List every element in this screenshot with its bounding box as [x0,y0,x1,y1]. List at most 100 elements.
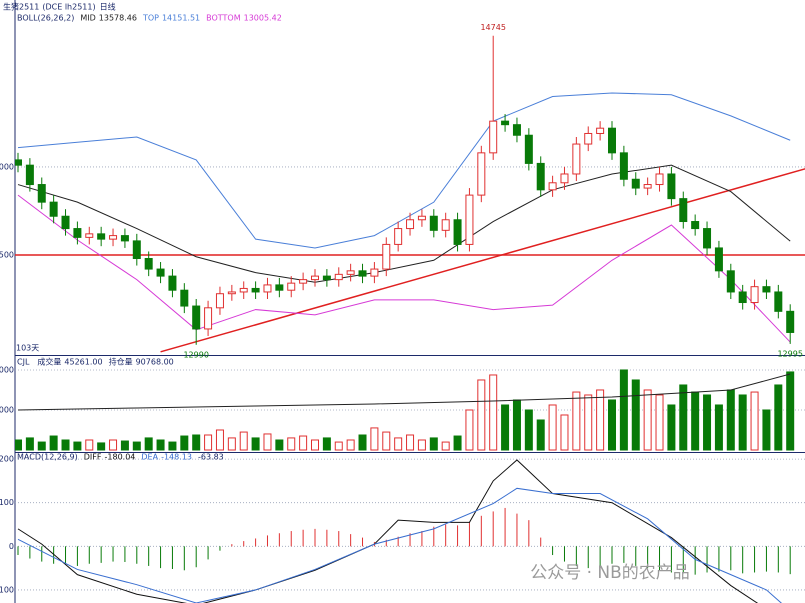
price-annotation: 12990 [183,350,208,359]
volume-bar [358,434,367,451]
candle-body [97,233,106,240]
volume-bar [667,404,676,451]
open-interest-line [17,373,791,411]
legend-text: 90768.00 [136,358,174,367]
candle-body [441,219,450,231]
price-panel [15,35,805,353]
candle-body [120,235,129,242]
legend-text: DEA [141,453,158,462]
candle-body [227,291,236,295]
volume-bar [738,394,747,451]
candle-body [204,307,213,330]
candle-body [714,247,723,272]
volume-bar [192,434,201,451]
candle-body [679,198,688,223]
volume-bar [441,441,450,451]
candle-body [774,291,783,312]
volume-bar [215,429,224,451]
volume-bar [97,442,106,451]
price-annotation: 14745 [480,23,505,32]
y-tick-label: -100 [0,585,14,594]
legend-text: -63.83 [198,453,224,462]
candle-body [311,275,319,281]
candle-body [738,291,747,304]
volume-bar [631,379,640,451]
legend-text: 13005.42 [244,14,282,23]
candle-body [726,270,735,293]
y-tick-label: 13500 [0,250,14,259]
volume-bar [168,441,177,451]
candle-body [584,132,593,145]
candle-body [109,235,118,240]
candle-body [643,184,652,189]
volume-bar [465,409,474,451]
y-tick-label: 0 [9,542,14,551]
macd-panel [15,458,805,603]
volume-bar [406,434,415,451]
candle-body [536,162,545,191]
candle-body [346,270,355,275]
candle-body [429,215,438,231]
volume-bar [536,419,545,451]
volume-bar [346,439,355,451]
boll-line [17,194,791,343]
candle-body [382,243,391,270]
legend-text: TOP [142,14,159,23]
candle-body [560,173,569,184]
candle-body [334,273,343,281]
macd-line [17,487,783,603]
legend-text: BOLL(26,26,2) [17,14,74,23]
volume-bar [311,439,319,451]
legend-text: 13578.46 [99,14,137,23]
candle-body [572,143,581,175]
volume-bar [774,384,783,451]
candle-body [703,228,712,249]
y-tick-label: 40000 [0,406,14,415]
candle-body [608,127,616,154]
candle-body [786,310,795,333]
candle-body [180,289,189,307]
volume-bar [263,433,272,451]
candle-body [406,219,415,230]
volume-bar [132,441,141,451]
volume-bar [299,435,308,451]
volume-bar [548,404,557,451]
legend-text: DIFF [84,453,102,462]
volume-bar [524,409,533,451]
volume-bar [726,389,735,451]
volume-bar [334,441,343,451]
volume-bar [560,414,569,451]
candle-body [453,219,462,245]
candle-body [144,258,153,270]
volume-bar [584,394,593,451]
volume-bar [453,435,462,451]
y-tick-label: 100 [0,498,14,507]
volume-bar [643,389,652,451]
volume-bar [679,384,688,451]
volume-bar [15,439,22,451]
candle-body [465,194,474,245]
volume-bar [37,441,46,451]
volume-bar [180,435,189,451]
candle-body [192,305,201,330]
legend-text: 生猪2511 [3,2,39,12]
volume-bar [227,437,236,451]
volume-bar [394,437,403,451]
candle-body [596,127,605,134]
volume-bar [144,437,153,451]
volume-bar [619,369,628,451]
volume-bar [120,440,129,451]
boll-line [17,164,791,283]
volume-bar [85,439,94,451]
candle-body [548,182,557,191]
volume-bar [501,404,510,451]
volume-bar [429,437,438,451]
candle-body [15,159,22,166]
volume-bar [762,409,771,451]
volume-bar [489,374,498,451]
candle-body [750,286,759,304]
candle-body [762,286,771,293]
candle-body [132,240,141,260]
candle-body [667,173,676,200]
